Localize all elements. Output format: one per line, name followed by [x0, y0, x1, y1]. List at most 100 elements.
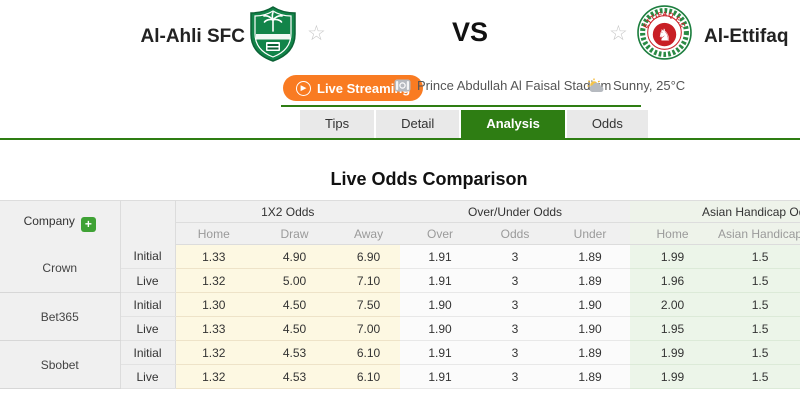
away-team-logo: ETTIFAQ F.C ♞ [637, 5, 692, 65]
company-name: Crown [0, 244, 121, 293]
odds-value-asian-handicap: 1.99 [630, 364, 716, 389]
sub-header-1x2-home: Home [175, 222, 252, 245]
odds-value-over-under: 3 [480, 340, 551, 365]
tabs: Tips Detail Analysis Odds [300, 105, 800, 138]
odds-value-over-under: 3 [480, 364, 551, 389]
odds-value-asian-handicap: 1.5 [715, 316, 800, 341]
tab-tips[interactable]: Tips [300, 110, 375, 138]
odds-value-over-under: 1.91 [400, 340, 481, 365]
odds-row: Live 1.32 5.00 7.10 1.91 3 1.89 1.96 1.5 [0, 268, 800, 293]
line-type-label: Live [120, 316, 176, 341]
odds-row: Sbobet Initial 1.32 4.53 6.10 1.91 3 1.89 1.99 1.… [0, 340, 800, 389]
al-ettifaq-crest-icon: ETTIFAQ F.C ♞ [637, 5, 692, 60]
odds-value-asian-handicap: 1.96 [630, 268, 716, 293]
odds-value-1x2: 1.32 [175, 268, 252, 293]
odds-value-1x2: 7.00 [337, 316, 401, 341]
odds-value-1x2: 4.53 [252, 364, 337, 389]
tab-detail[interactable]: Detail [376, 110, 460, 138]
odds-value-asian-handicap: 1.5 [715, 340, 800, 365]
line-type-label: Initial [120, 244, 176, 269]
company-column-header: Company + [0, 200, 121, 245]
odds-value-1x2: 4.90 [252, 244, 337, 269]
odds-row: Bet365 Initial 1.30 4.50 7.50 1.90 3 1.90 2.00 1.… [0, 292, 800, 341]
odds-value-asian-handicap: 1.5 [715, 268, 800, 293]
odds-row: Live 1.33 4.50 7.00 1.90 3 1.90 1.95 1.5 [0, 316, 800, 341]
company-name: Sbobet [0, 340, 121, 389]
odds-value-over-under: 3 [480, 268, 551, 293]
page-title: Live Odds Comparison [330, 169, 528, 189]
odds-value-over-under: 1.90 [400, 292, 481, 317]
sub-header-ah-home: Home [630, 222, 716, 245]
odds-value-1x2: 6.90 [337, 244, 401, 269]
odds-value-1x2: 6.10 [337, 364, 401, 389]
odds-value-asian-handicap: 1.5 [715, 292, 800, 317]
odds-value-1x2: 1.33 [175, 316, 252, 341]
home-favorite-star-icon[interactable]: ☆ [307, 22, 326, 45]
odds-value-over-under: 1.89 [550, 268, 631, 293]
odds-value-over-under: 1.91 [400, 364, 481, 389]
odds-table-container: Company + 1X2 Odds Over/Under Odds Asian … [0, 200, 800, 389]
group-header-1x2: 1X2 Odds [175, 200, 401, 223]
odds-value-1x2: 4.50 [252, 316, 337, 341]
sub-header-1x2-away: Away [337, 222, 401, 245]
odds-value-over-under: 1.89 [550, 340, 631, 365]
match-header: Al-Ahli SFC ☆ VS ☆ [0, 0, 800, 105]
line-type-label: Live [120, 364, 176, 389]
odds-value-1x2: 4.50 [252, 292, 337, 317]
sub-header-ou-over: Over [400, 222, 481, 245]
odds-value-over-under: 3 [480, 244, 551, 269]
odds-value-over-under: 1.89 [550, 244, 631, 269]
company-header-label: Company [23, 214, 75, 228]
tab-analysis[interactable]: Analysis [461, 110, 565, 138]
odds-value-over-under: 1.89 [550, 364, 631, 389]
live-streaming-label: Live Streaming [317, 80, 411, 96]
line-type-label: Initial [120, 292, 176, 317]
weather-sunny-icon [587, 78, 604, 92]
odds-value-1x2: 6.10 [337, 340, 401, 365]
odds-value-over-under: 1.91 [400, 244, 481, 269]
odds-table-body: Crown Initial 1.33 4.90 6.90 1.91 3 1.89 1.99 1.5… [0, 244, 800, 389]
odds-value-1x2: 7.10 [337, 268, 401, 293]
odds-value-asian-handicap: 1.5 [715, 364, 800, 389]
weather-text: Sunny, 25°C [613, 78, 686, 93]
group-header-asian-handicap: Asian Handicap Odds [630, 200, 800, 223]
odds-value-over-under: 1.91 [400, 268, 481, 293]
away-favorite-star-icon[interactable]: ☆ [609, 22, 628, 45]
odds-value-asian-handicap: 1.95 [630, 316, 716, 341]
add-company-button[interactable]: + [80, 216, 96, 232]
odds-row: Crown Initial 1.33 4.90 6.90 1.91 3 1.89 1.99 1.5 [0, 244, 800, 293]
vs-label: VS [451, 17, 489, 47]
line-type-label: Initial [120, 340, 176, 365]
sub-header-ou-under: Under [550, 222, 631, 245]
stadium-info: Prince Abdullah Al Faisal Stadium [394, 78, 611, 93]
odds-value-asian-handicap: 1.99 [630, 244, 716, 269]
type-column-header [120, 200, 176, 245]
odds-value-1x2: 1.32 [175, 364, 252, 389]
stadium-icon [394, 79, 411, 92]
play-icon: ▶ [296, 80, 311, 96]
away-team-name: Al-Ettifaq [704, 26, 789, 47]
group-header-row: Company + 1X2 Odds Over/Under Odds Asian … [0, 200, 800, 245]
odds-value-over-under: 1.90 [400, 316, 481, 341]
odds-value-1x2: 1.33 [175, 244, 252, 269]
odds-value-over-under: 3 [480, 316, 551, 341]
odds-value-over-under: 1.90 [550, 316, 631, 341]
company-name: Bet365 [0, 292, 121, 341]
home-team-name: Al-Ahli SFC [140, 26, 246, 47]
weather-info: Sunny, 25°C [587, 78, 685, 93]
tab-odds[interactable]: Odds [566, 110, 648, 138]
odds-value-asian-handicap: 2.00 [630, 292, 716, 317]
odds-value-over-under: 3 [480, 292, 551, 317]
tab-bar: Tips Detail Analysis Odds [0, 105, 800, 140]
home-team-logo [249, 6, 297, 67]
odds-comparison-table: Company + 1X2 Odds Over/Under Odds Asian … [0, 200, 800, 389]
odds-value-1x2: 1.30 [175, 292, 252, 317]
sub-header-1x2-draw: Draw [252, 222, 337, 245]
odds-value-over-under: 1.90 [550, 292, 631, 317]
odds-value-asian-handicap: 1.5 [715, 244, 800, 269]
odds-value-1x2: 5.00 [252, 268, 337, 293]
al-ahli-crest-icon [250, 6, 296, 62]
tabs-top-accent-line [281, 105, 641, 107]
group-header-over-under: Over/Under Odds [400, 200, 631, 223]
odds-value-1x2: 1.32 [175, 340, 252, 365]
